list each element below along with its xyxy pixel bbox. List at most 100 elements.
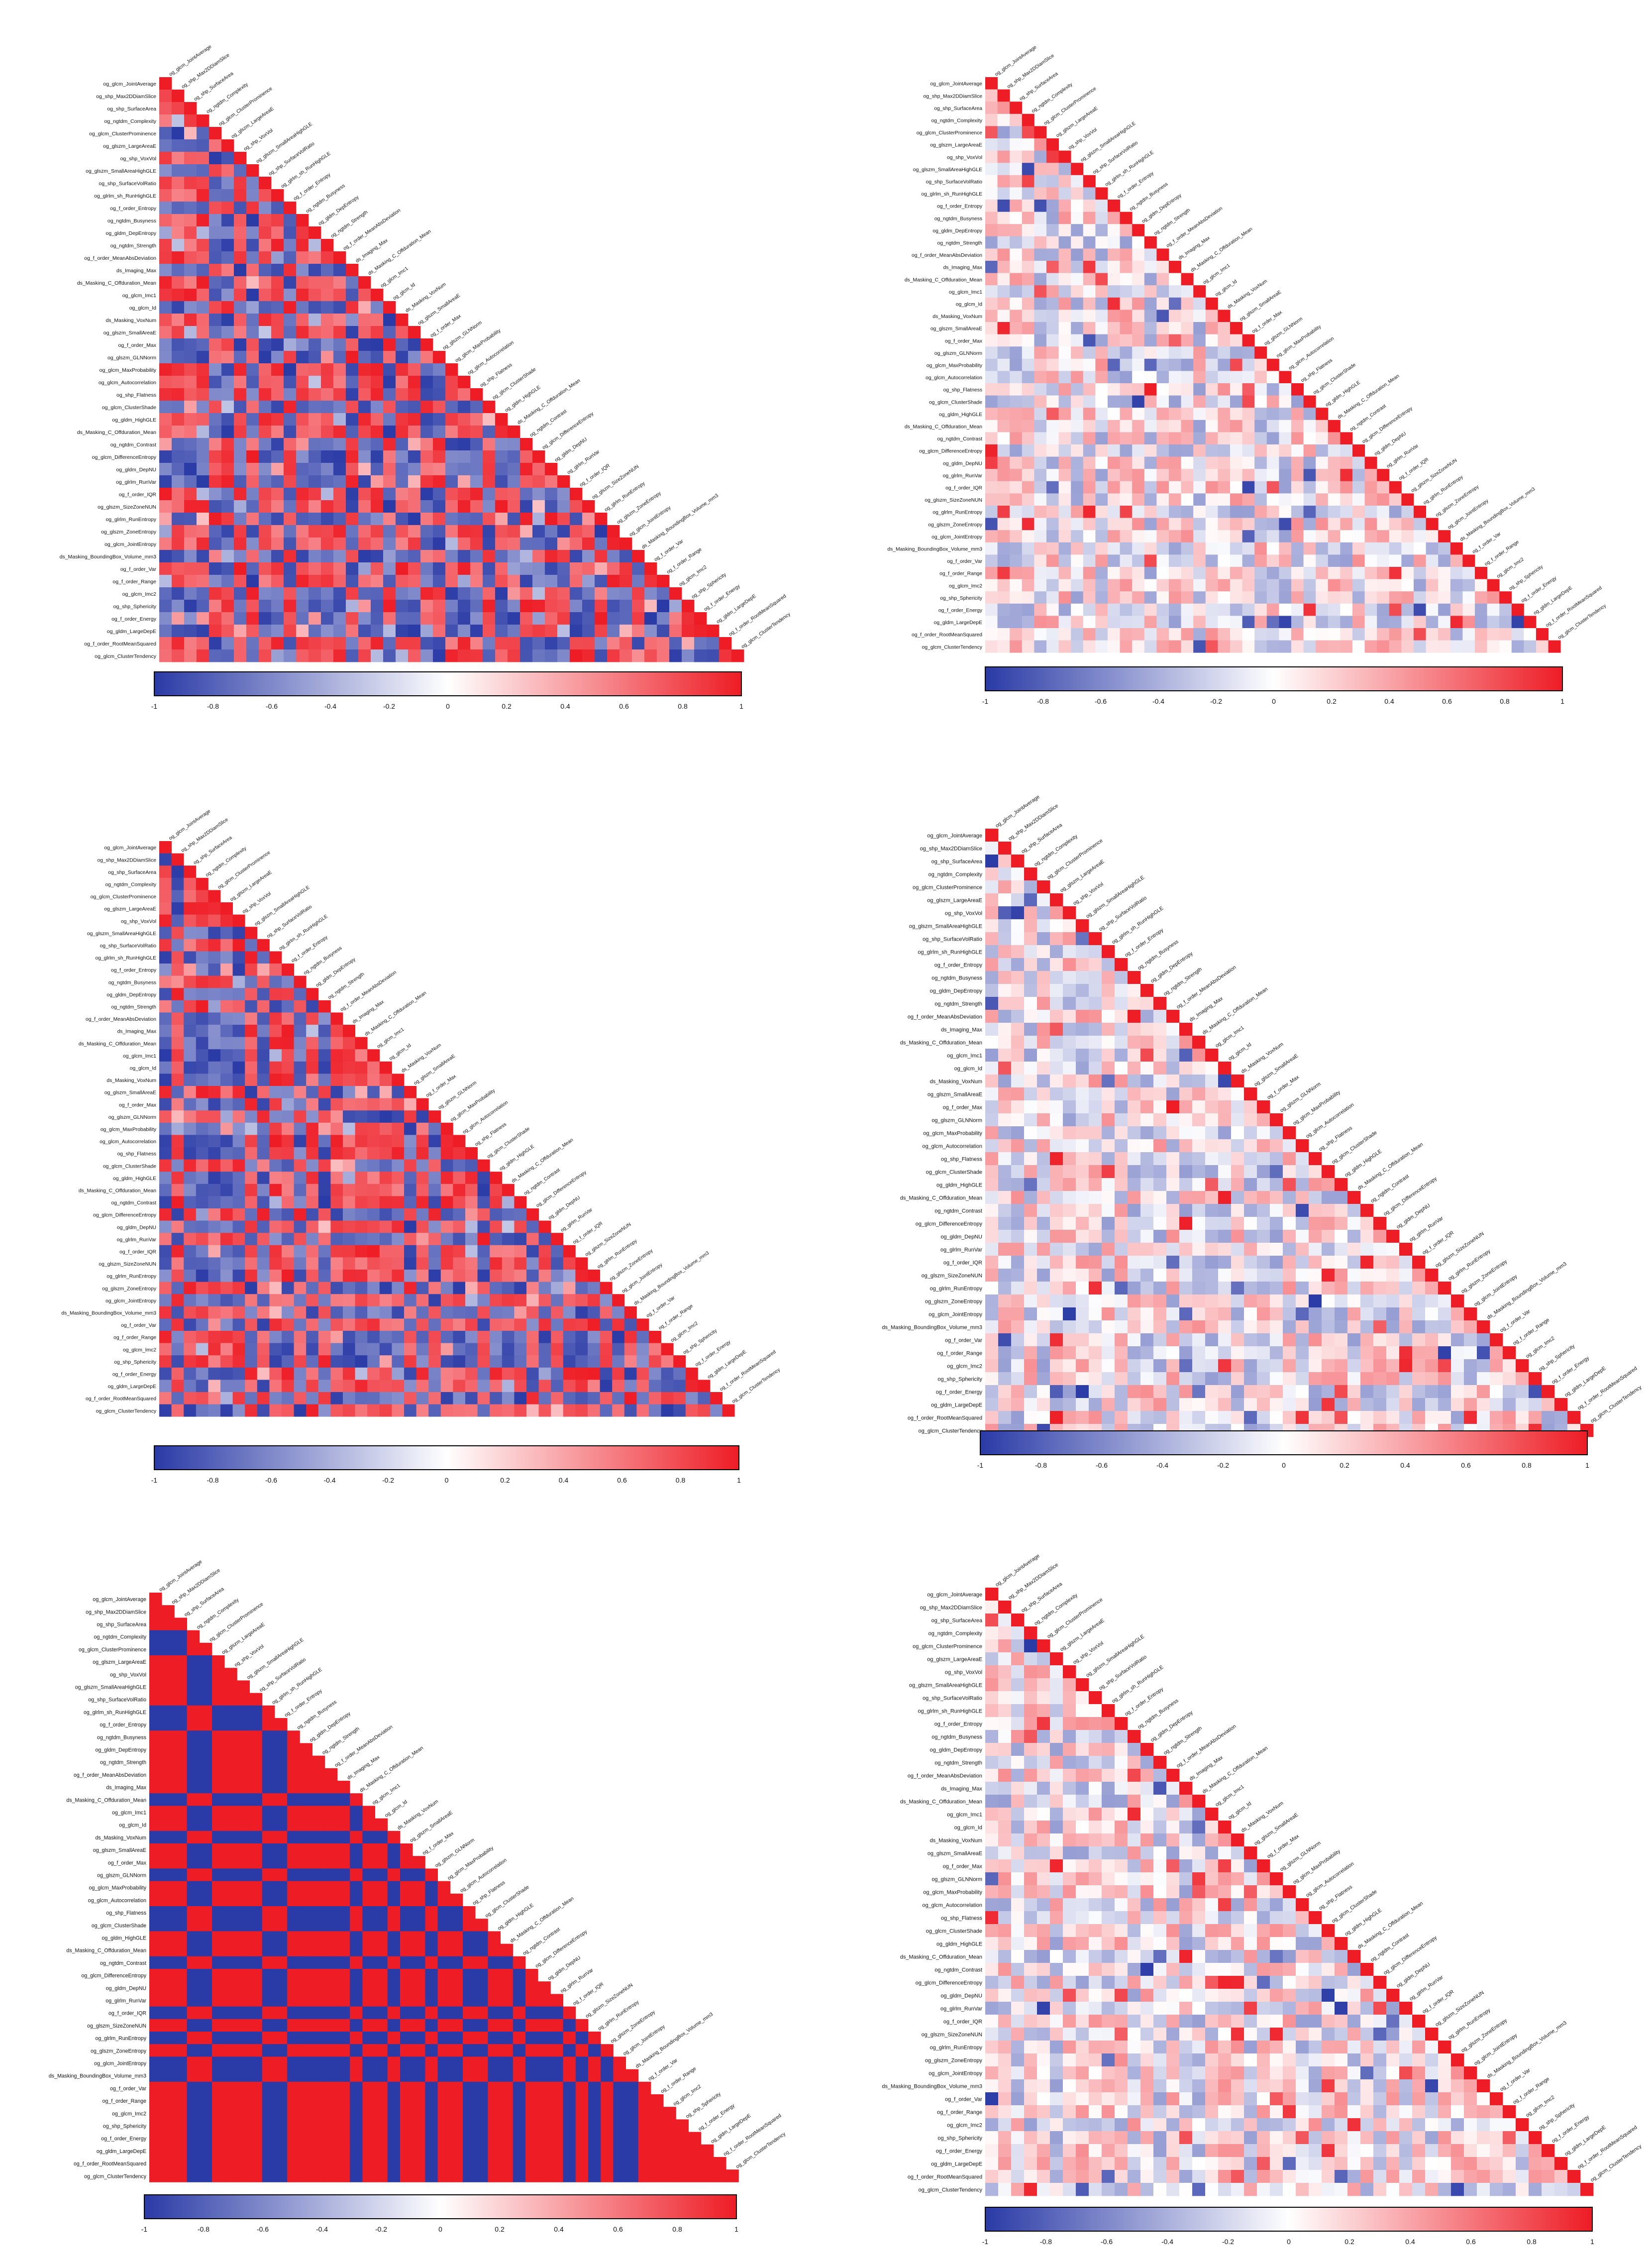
heatmap-cell (1058, 530, 1071, 543)
row-label: og_ngtdm_Busyness (934, 216, 982, 221)
heatmap-cell (440, 1257, 453, 1270)
heatmap-cell (346, 488, 359, 501)
heatmap-cell (1192, 1075, 1206, 1088)
heatmap-cell (1257, 1333, 1270, 1347)
heatmap-cell (1010, 518, 1023, 531)
heatmap-cell (358, 376, 371, 389)
heatmap-cell (575, 1404, 588, 1417)
row-label: og_glrlm_RunVar (943, 473, 983, 479)
heatmap-cell (1058, 346, 1071, 359)
heatmap-cell (184, 587, 197, 600)
heatmap-cell (1144, 358, 1157, 371)
heatmap-cell (1128, 1152, 1141, 1166)
heatmap-cell (159, 1367, 172, 1380)
heatmap-cell (453, 1282, 466, 1294)
heatmap-cell (1115, 1320, 1128, 1334)
heatmap-cell (259, 301, 272, 314)
heatmap-cell (1058, 554, 1071, 567)
row-label: og_shp_Max2DDiamSlice (924, 94, 983, 99)
heatmap-cell (1218, 1126, 1232, 1140)
heatmap-cell (1377, 530, 1390, 543)
colorbar-tick-label: 0.6 (617, 1476, 627, 1484)
heatmap-cell (294, 1196, 307, 1209)
heatmap-cell (502, 1220, 515, 1233)
heatmap-cell (159, 1184, 172, 1196)
heatmap-cell (985, 1100, 999, 1114)
heatmap-cell (998, 1359, 1012, 1373)
heatmap-cell (1063, 1139, 1076, 1153)
heatmap-cell (346, 276, 359, 289)
heatmap-cell (379, 1282, 392, 1294)
heatmap-cell (1011, 1385, 1025, 1399)
heatmap-cell (208, 1012, 221, 1025)
heatmap-cell (1242, 591, 1255, 604)
heatmap-cell (985, 880, 999, 894)
heatmap-cell (367, 1049, 380, 1062)
heatmap-cell (1115, 1372, 1128, 1386)
heatmap-cell (1192, 1333, 1206, 1347)
heatmap-cell (1128, 1217, 1141, 1230)
heatmap-cell (644, 649, 657, 662)
heatmap-cell (1120, 481, 1133, 494)
heatmap-cell (595, 562, 608, 575)
heatmap-cell (1166, 1165, 1180, 1179)
heatmap-cell (1089, 1165, 1102, 1179)
heatmap-cell (563, 1306, 576, 1319)
heatmap-cell (309, 550, 321, 563)
heatmap-cell (246, 637, 259, 650)
heatmap-cell (159, 1343, 172, 1356)
heatmap-cell (1089, 1282, 1102, 1295)
heatmap-cell (209, 413, 222, 426)
heatmap-cell (433, 612, 446, 625)
heatmap-cell (1335, 1307, 1348, 1321)
heatmap-cell (245, 1233, 258, 1246)
heatmap-cell (257, 1037, 270, 1050)
heatmap-cell (1270, 1178, 1283, 1191)
heatmap-cell (502, 1270, 515, 1282)
heatmap-cell (1242, 567, 1255, 579)
heatmap-cell (306, 1318, 319, 1331)
heatmap-cell (1132, 346, 1145, 359)
heatmap-cell (1011, 1256, 1025, 1269)
heatmap-cell (1076, 1113, 1089, 1127)
heatmap-cell (1010, 554, 1023, 567)
heatmap-cell (1010, 481, 1023, 494)
heatmap-cell (1022, 530, 1034, 543)
heatmap-cell (997, 567, 1010, 579)
heatmap-cell (416, 1355, 429, 1368)
heatmap-cell (1083, 444, 1096, 457)
heatmap-cell (1089, 1411, 1102, 1424)
column-label: og_f_order_Max (429, 314, 462, 339)
heatmap-cell (234, 314, 247, 326)
heatmap-cell (321, 500, 334, 513)
heatmap-cell (355, 1061, 368, 1074)
heatmap-cell (171, 877, 184, 890)
heatmap-cell (1377, 542, 1390, 555)
heatmap-cell (1242, 383, 1255, 396)
heatmap-cell (1022, 138, 1034, 151)
heatmap-cell (1257, 1294, 1270, 1308)
heatmap-cell (259, 587, 272, 600)
heatmap-cell (1242, 456, 1255, 469)
heatmap-cell (1266, 432, 1279, 445)
heatmap-cell (269, 1110, 282, 1123)
heatmap-cell (1279, 640, 1292, 653)
heatmap-cell (998, 842, 1012, 855)
heatmap-cell (1242, 616, 1255, 629)
heatmap-cell (588, 1331, 600, 1343)
heatmap-cell (582, 525, 595, 538)
heatmap-cell (220, 1012, 233, 1025)
heatmap-cell (404, 1343, 416, 1356)
heatmap-cell (1022, 261, 1034, 273)
heatmap-cell (159, 289, 172, 302)
heatmap-cell (1377, 554, 1390, 567)
heatmap-cell (1279, 567, 1292, 579)
heatmap-cell (644, 612, 657, 625)
heatmap-cell (1347, 1294, 1361, 1308)
heatmap-cell (234, 587, 247, 600)
heatmap-cell (1089, 1346, 1102, 1360)
row-label: og_glcm_ClusterShade (102, 405, 156, 411)
heatmap-cell (232, 1257, 245, 1270)
heatmap-cell (1034, 273, 1047, 286)
heatmap-cell (1046, 579, 1059, 592)
